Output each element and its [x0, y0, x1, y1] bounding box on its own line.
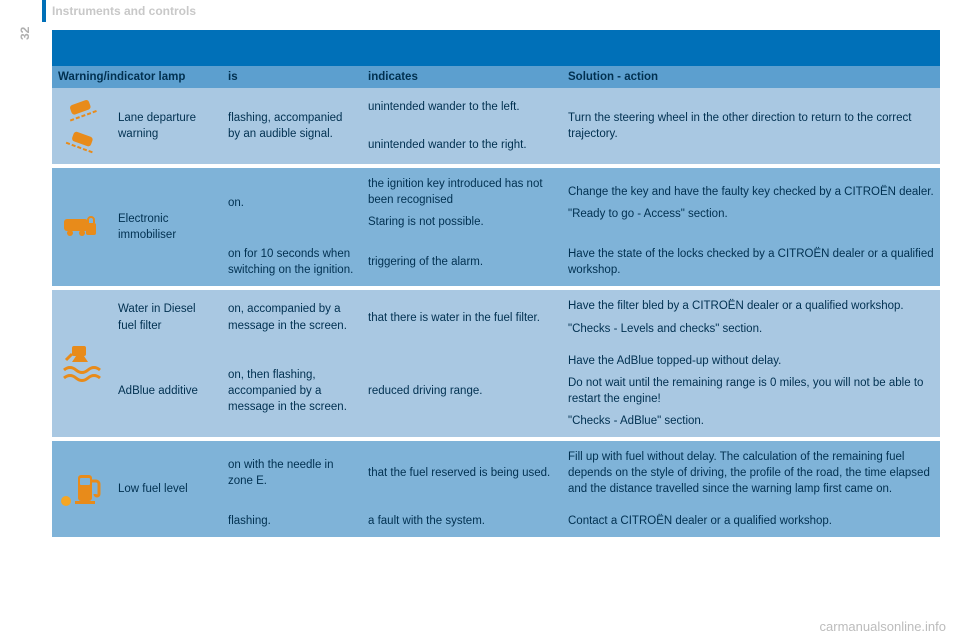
- cell-is: on with the needle in zone E.: [222, 441, 362, 505]
- text-line: "Ready to go - Access" section.: [568, 206, 934, 222]
- cell-action: Contact a CITROËN dealer or a qualified …: [562, 505, 940, 537]
- col-lamp: Warning/indicator lamp: [52, 66, 222, 88]
- table-row: Electronic immobiliser on. the ignition …: [52, 168, 940, 238]
- cell-indicates: triggering of the alarm.: [362, 238, 562, 286]
- cell-indicates: unintended wander to the right.: [362, 126, 562, 164]
- cell-is: flashing, accompanied by an audible sign…: [222, 88, 362, 164]
- cell-indicates: the ignition key introduced has not been…: [362, 168, 562, 238]
- column-headers: Warning/indicator lamp is indicates Solu…: [52, 66, 940, 88]
- cell-is: flashing.: [222, 505, 362, 537]
- header-bar: [52, 30, 940, 66]
- cell-is: on.: [222, 168, 362, 238]
- text-line: Have the AdBlue topped-up without delay.: [568, 353, 934, 369]
- text-line: "Checks - Levels and checks" section.: [568, 321, 934, 337]
- cell-indicates: a fault with the system.: [362, 505, 562, 537]
- cell-action: Change the key and have the faulty key c…: [562, 168, 940, 238]
- lamp-name: Low fuel level: [112, 441, 222, 537]
- text-line: Staring is not possible.: [368, 214, 556, 230]
- left-edge-accent: [42, 0, 46, 22]
- low-fuel-icon: [52, 441, 112, 537]
- cell-indicates: unintended wander to the left.: [362, 88, 562, 126]
- table-row: Low fuel level on with the needle in zon…: [52, 441, 940, 505]
- immobiliser-icon: [52, 168, 112, 286]
- cell-indicates: that there is water in the fuel filter.: [362, 290, 562, 344]
- lamp-name: Lane departure warning: [112, 88, 222, 164]
- cell-action: Have the state of the locks checked by a…: [562, 238, 940, 286]
- text-line: Change the key and have the faulty key c…: [568, 184, 934, 200]
- water-in-fuel-icon: [52, 290, 112, 437]
- text-line: Have the filter bled by a CITROËN dealer…: [568, 298, 934, 314]
- col-action: Solution - action: [562, 66, 940, 88]
- cell-is: on, accompanied by a message in the scre…: [222, 290, 362, 344]
- page-number: 32: [18, 27, 32, 40]
- warning-lamp-table: Warning/indicator lamp is indicates Solu…: [52, 30, 940, 537]
- col-indicates: indicates: [362, 66, 562, 88]
- text-line: "Checks - AdBlue" section.: [568, 413, 934, 429]
- col-is: is: [222, 66, 362, 88]
- table-row: AdBlue additive on, then flashing, accom…: [52, 345, 940, 437]
- cell-is: on for 10 seconds when switching on the …: [222, 238, 362, 286]
- cell-indicates: that the fuel reserved is being used.: [362, 441, 562, 505]
- table-row: Lane departure warning flashing, accompa…: [52, 88, 940, 126]
- text-line: the ignition key introduced has not been…: [368, 176, 556, 208]
- cell-is: on, then flashing, accompanied by a mess…: [222, 345, 362, 437]
- cell-indicates: reduced driving range.: [362, 345, 562, 437]
- cell-action: Fill up with fuel without delay. The cal…: [562, 441, 940, 505]
- lamp-name: Water in Diesel fuel filter: [112, 290, 222, 344]
- cell-action: Turn the steering wheel in the other dir…: [562, 88, 940, 164]
- cell-action: Have the AdBlue topped-up without delay.…: [562, 345, 940, 437]
- page: 32 Instruments and controls Warning/indi…: [0, 0, 960, 640]
- lamp-name: Electronic immobiliser: [112, 168, 222, 286]
- section-title: Instruments and controls: [52, 4, 196, 18]
- table-row: Water in Diesel fuel filter on, accompan…: [52, 290, 940, 344]
- lamp-name: AdBlue additive: [112, 345, 222, 437]
- text-line: Do not wait until the remaining range is…: [568, 375, 934, 407]
- lane-departure-icon: [52, 88, 112, 164]
- cell-action: Have the filter bled by a CITROËN dealer…: [562, 290, 940, 344]
- watermark: carmanualsonline.info: [820, 619, 946, 634]
